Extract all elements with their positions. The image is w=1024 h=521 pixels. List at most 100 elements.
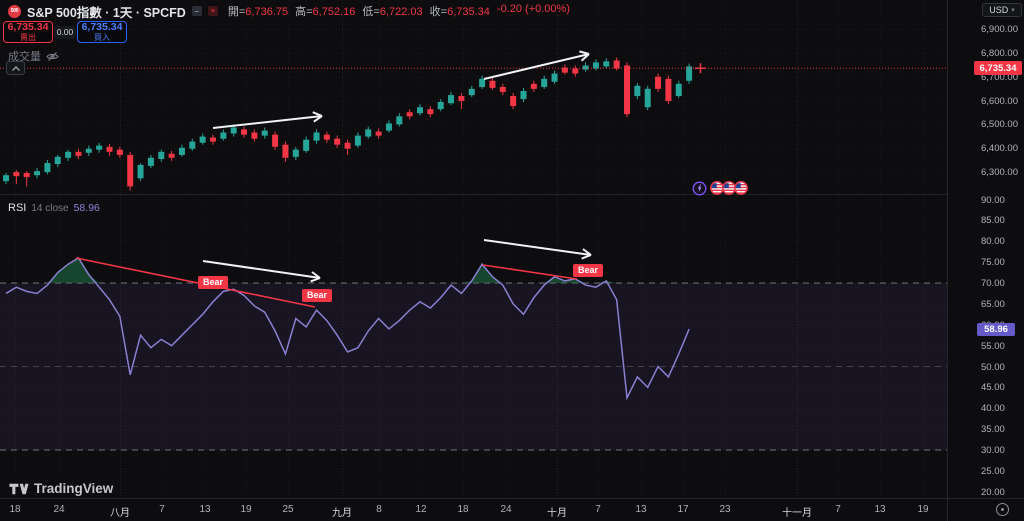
time-axis-label: 13: [874, 504, 886, 515]
candle-body: [23, 173, 30, 178]
bear-label[interactable]: Bear: [302, 289, 333, 302]
arrow-drawing[interactable]: [483, 53, 590, 80]
sell-button[interactable]: 6,735.34 賣出: [3, 21, 53, 43]
time-axis-label: 17: [677, 504, 689, 515]
candle-body: [292, 149, 299, 157]
candle-body: [220, 132, 227, 139]
arrow-drawing[interactable]: [483, 239, 592, 256]
candle-body: [323, 134, 330, 140]
rsi-band: [0, 283, 947, 450]
candle-body: [137, 164, 144, 179]
candle-body: [375, 131, 382, 136]
candle-body: [241, 129, 248, 135]
time-settings-icon[interactable]: [996, 503, 1009, 516]
candle-body: [344, 142, 351, 149]
close-label: 收=: [429, 6, 448, 18]
candle-body: [613, 60, 620, 69]
symbol-legend: 500 S&P 500指數 · 1天 · SPCFD – ≡ 開=6,736.7…: [8, 3, 570, 20]
price-axis[interactable]: USD ▾ 6,900.00 6,800.00 6,700.00 6,600.00 6,…: [947, 0, 1024, 498]
time-axis-label: 24: [500, 504, 512, 515]
volume-legend: 成交量: [8, 48, 59, 64]
candle-body: [448, 95, 455, 104]
time-axis-label: 13: [199, 504, 211, 515]
candle-body: [385, 123, 392, 131]
candle-body: [313, 132, 320, 141]
close-value: 6,735.34: [447, 6, 490, 18]
time-axis-label: 九月: [332, 508, 352, 519]
price-axis-label: 6,400.00: [981, 143, 1018, 155]
tradingview-logo[interactable]: TradingView: [8, 481, 113, 496]
chart-canvas[interactable]: [0, 0, 947, 498]
collapse-pane-button[interactable]: [6, 61, 25, 75]
sell-price: 6,735.34: [7, 21, 49, 34]
time-axis-label: 7: [835, 504, 841, 515]
time-axis-label: 8: [376, 504, 382, 515]
candle-body: [686, 66, 693, 81]
candle-body: [582, 65, 589, 70]
buy-button[interactable]: 6,735.34 買入: [77, 21, 127, 43]
arrow-drawing[interactable]: [212, 115, 323, 129]
bear-label[interactable]: Bear: [573, 264, 604, 277]
candle-body: [551, 73, 558, 82]
candle-body: [334, 138, 341, 145]
buy-price: 6,735.34: [81, 21, 123, 34]
candle-body: [655, 76, 662, 89]
rsi-axis-label: 75.00: [981, 257, 1005, 269]
candle-body: [541, 78, 548, 87]
sell-label: 賣出: [20, 32, 36, 42]
minus-pill-icon[interactable]: –: [191, 6, 202, 16]
lightning-event-icon[interactable]: [692, 181, 707, 196]
time-axis-label: 19: [240, 504, 252, 515]
rsi-axis-label: 20.00: [981, 486, 1005, 498]
list-pill-icon[interactable]: ≡: [207, 6, 218, 16]
candle-body: [634, 85, 641, 97]
currency-selector[interactable]: USD ▾: [982, 3, 1022, 17]
candle-body: [479, 78, 486, 87]
time-axis-label: 12: [415, 504, 427, 515]
time-axis-label: 7: [159, 504, 165, 515]
candle-body: [603, 61, 610, 67]
rsi-value: 58.96: [73, 202, 100, 214]
candle-body: [675, 83, 682, 97]
arrow-head: [582, 248, 592, 256]
us-flag-event-icon[interactable]: [733, 180, 749, 196]
time-axis[interactable]: 18 24 八月 7 13 19 25 九月 8 12 18 24 十月 7 13 17 23 十一月 7 13 19: [0, 498, 947, 521]
pane-divider[interactable]: [0, 194, 1024, 195]
arrow-drawing[interactable]: [202, 260, 321, 279]
trendline-drawing[interactable]: [482, 264, 578, 280]
high-value: 6,752.16: [312, 6, 356, 18]
price-axis-label: 6,600.00: [981, 95, 1018, 107]
time-axis-label: 7: [595, 504, 601, 515]
price-axis-label: 6,300.00: [981, 167, 1018, 179]
candle-body: [354, 135, 361, 146]
candle-body: [230, 127, 237, 134]
rsi-value-badge: 58.96: [977, 322, 1015, 336]
candle-body: [510, 96, 517, 107]
time-axis-label: 23: [719, 504, 731, 515]
candle-body: [178, 147, 185, 155]
eye-off-icon[interactable]: [46, 50, 59, 63]
candle-body: [96, 145, 103, 150]
candle-body: [210, 137, 216, 142]
symbol-title[interactable]: S&P 500指數 · 1天 · SPCFD: [27, 5, 186, 20]
candle-body: [520, 91, 527, 100]
bear-label[interactable]: Bear: [198, 276, 229, 289]
us-flag-event-icon[interactable]: [721, 180, 737, 196]
chevron-up-icon: [11, 65, 20, 71]
event-markers: [692, 180, 749, 196]
trendline-drawing[interactable]: [75, 257, 316, 308]
candle-body: [158, 151, 165, 159]
axis-corner: [947, 498, 1024, 521]
candle-body: [65, 151, 72, 158]
candle-body: [665, 78, 672, 102]
rsi-legend[interactable]: RSI 14 close 58.96: [8, 202, 100, 214]
candle-body: [168, 153, 175, 158]
chevron-down-icon: ▾: [1011, 7, 1015, 14]
candle-body: [427, 109, 434, 115]
time-axis-label: 18: [457, 504, 469, 515]
candle-body: [406, 112, 413, 117]
rsi-axis-label: 85.00: [981, 215, 1005, 227]
price-axis-label: 6,700.00: [981, 71, 1018, 83]
tradingview-logo-text: TradingView: [34, 481, 114, 496]
arrow-head: [311, 271, 321, 279]
